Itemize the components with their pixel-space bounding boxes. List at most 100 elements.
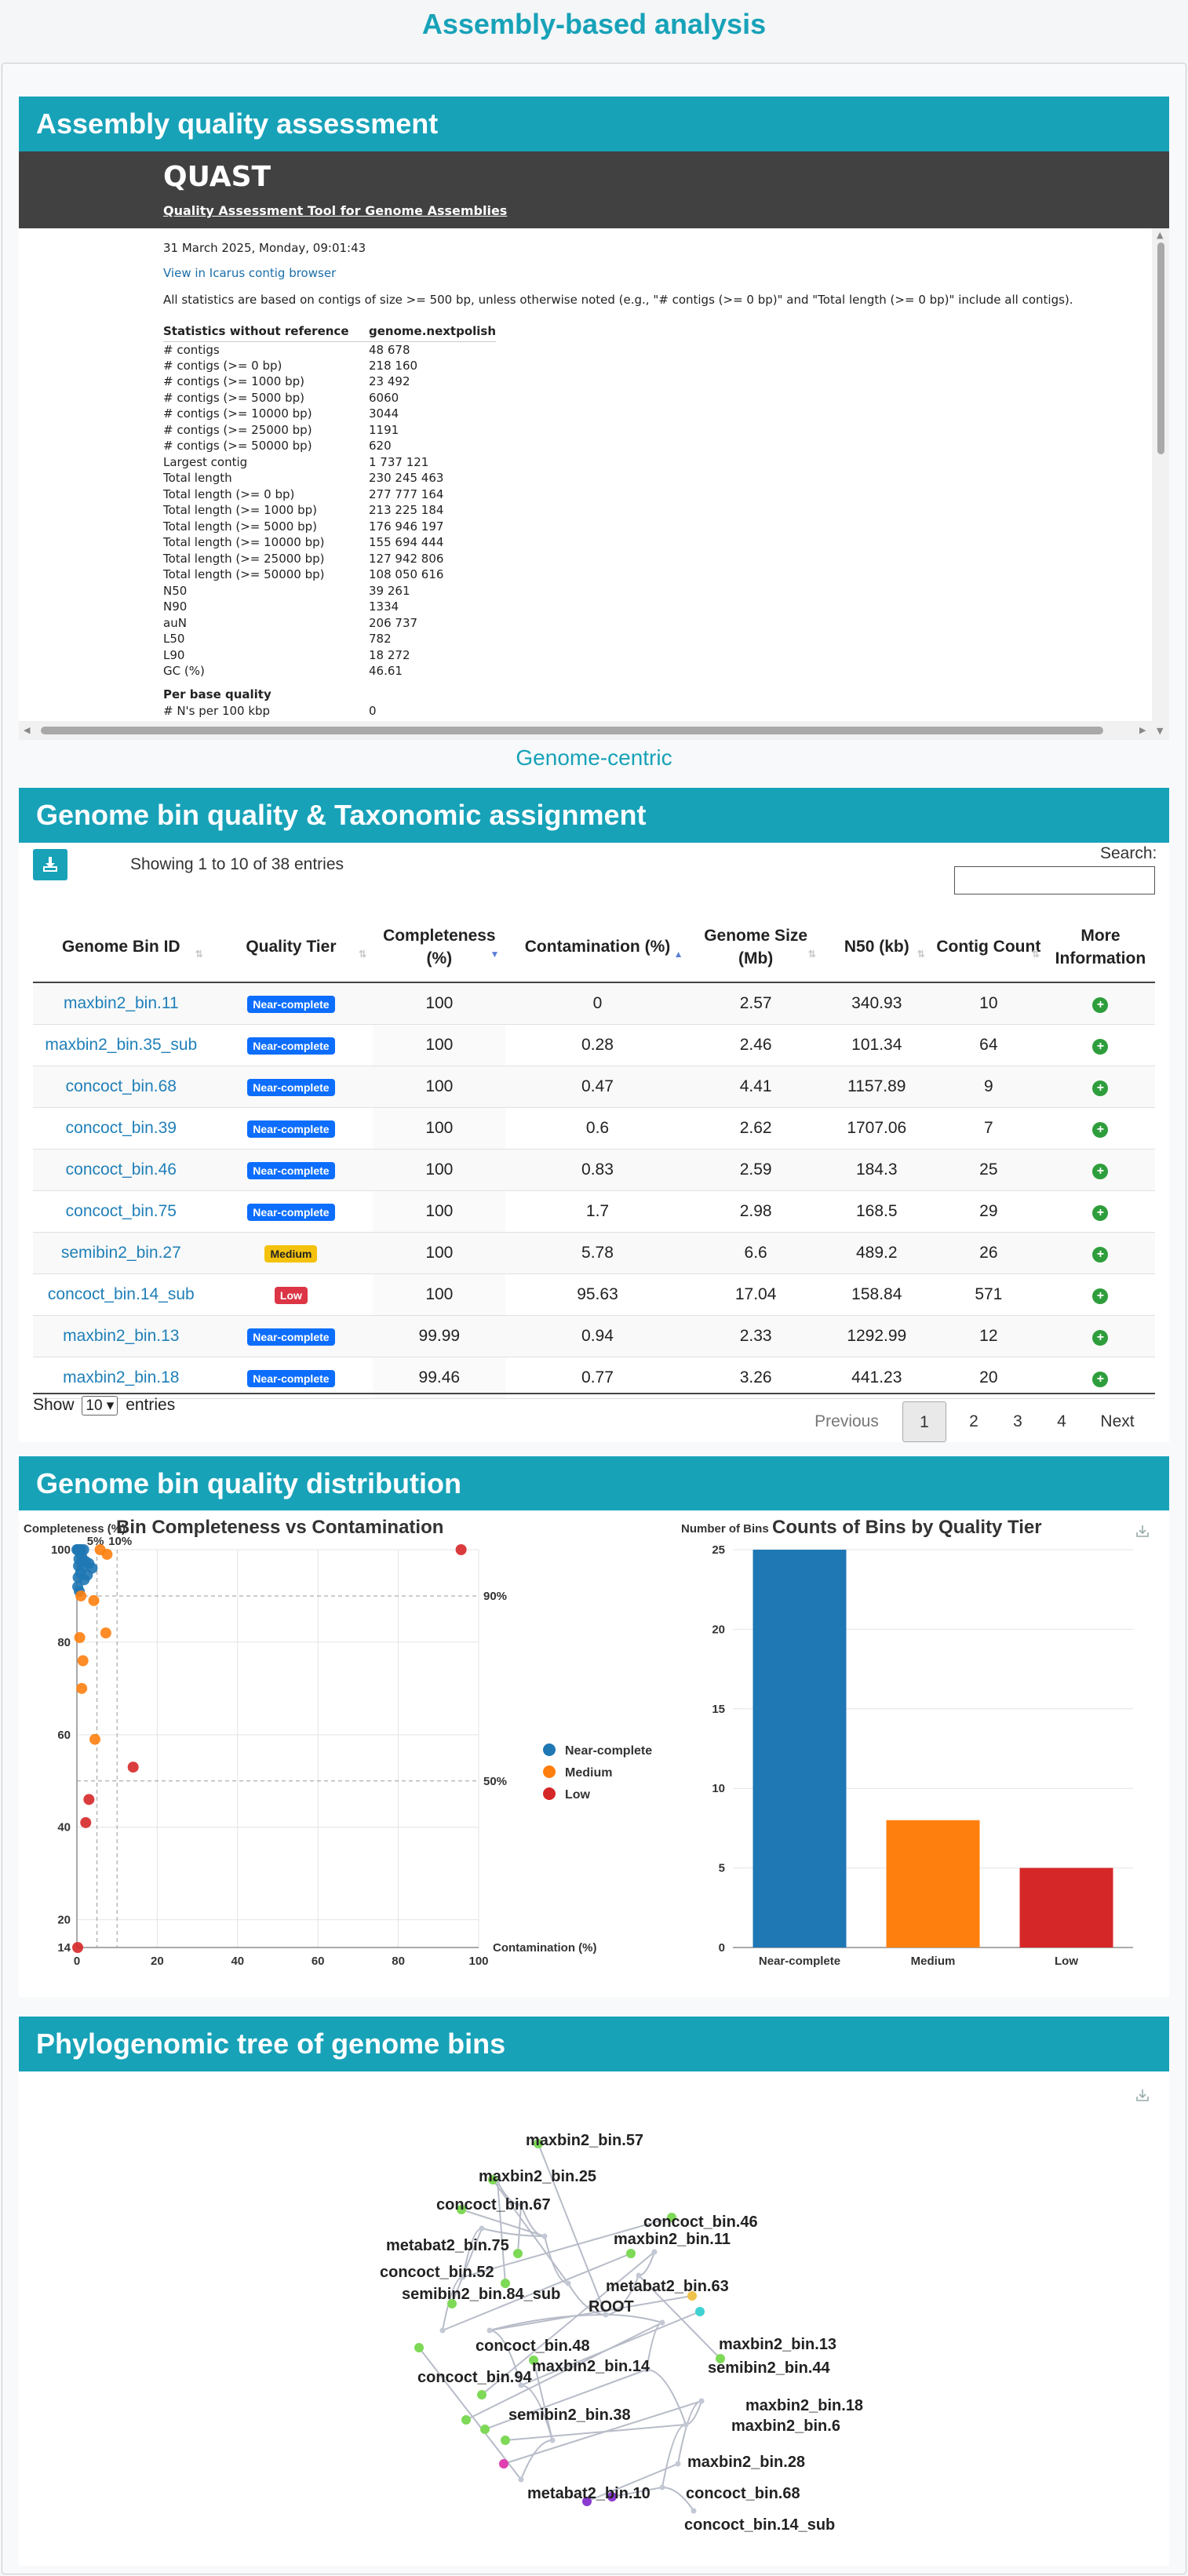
stats-row: Total length 230 245 463 [163, 470, 496, 486]
scatter-point [76, 1682, 88, 1694]
n50-cell: 184.3 [822, 1149, 931, 1191]
expand-plus-icon[interactable]: + [1092, 1121, 1109, 1138]
icarus-link[interactable]: View in Icarus contig browser [163, 266, 337, 280]
column-header-label: Contamination (%) [524, 938, 671, 956]
expand-plus-icon[interactable]: + [1092, 1080, 1109, 1096]
reference-label: 10% [108, 1535, 132, 1548]
column-header[interactable]: Completeness (%) ▼ [373, 912, 506, 983]
y-tick-label: 0 [719, 1941, 725, 1955]
x-tick-label: 100 [468, 1955, 488, 1968]
more-info-cell: + [1045, 982, 1155, 1025]
stats-header-value: genome.nextpolish [369, 321, 497, 342]
tree-leaf-node [447, 2299, 457, 2308]
column-header[interactable]: Genome Bin ID ⇅ [33, 912, 210, 983]
tree-branch [484, 2369, 647, 2430]
stats-key: # contigs (>= 5000 bp) [163, 390, 305, 405]
bin-id-cell: maxbin2_bin.18 [33, 1357, 210, 1399]
bin-id-link[interactable]: concoct_bin.68 [65, 1077, 177, 1095]
sort-icon: ⇅ [195, 949, 203, 960]
bin-id-link[interactable]: maxbin2_bin.18 [63, 1368, 180, 1386]
tree-inner-node [659, 2484, 665, 2490]
bin-id-link[interactable]: concoct_bin.39 [65, 1118, 177, 1137]
column-header[interactable]: N50 (kb) ⇅ [822, 912, 931, 983]
column-header[interactable]: Contig Count ⇅ [931, 912, 1046, 983]
legend-marker [543, 1787, 556, 1800]
bin-id-link[interactable]: concoct_bin.14_sub [47, 1284, 195, 1303]
horizontal-scrollbar[interactable]: ◀ ▶ [19, 721, 1152, 740]
vertical-scrollbar[interactable]: ▲ ▼ [1152, 228, 1169, 740]
quast-subtitle[interactable]: Quality Assessment Tool for Genome Assem… [163, 203, 508, 218]
y-axis-label: Number of Bins [681, 1522, 769, 1536]
tree-download-icon[interactable] [1135, 2087, 1150, 2103]
tree-inner-node [643, 2366, 650, 2373]
column-header[interactable]: More Information [1045, 912, 1155, 983]
vertical-scroll-thumb[interactable] [1157, 242, 1164, 454]
scroll-up-icon[interactable]: ▲ [1157, 230, 1164, 240]
scatter-point [83, 1794, 95, 1805]
y-tick-label: 14 [57, 1941, 71, 1955]
stats-row: Total length (>= 10000 bp) 155 694 444 [163, 534, 496, 551]
more-info-cell: + [1045, 1357, 1155, 1399]
expand-plus-icon[interactable]: + [1092, 1371, 1109, 1387]
stats-value: 23 492 [369, 374, 410, 389]
tree-branch [461, 2209, 545, 2237]
tier-badge: Near-complete [247, 995, 335, 1013]
tree-inner-node [659, 2319, 665, 2326]
expand-plus-icon[interactable]: + [1092, 1204, 1109, 1221]
bin-id-link[interactable]: concoct_bin.75 [65, 1201, 177, 1220]
tree-branch [538, 2143, 607, 2315]
scroll-left-icon[interactable]: ◀ [24, 725, 31, 735]
download-button[interactable] [33, 849, 67, 880]
column-header[interactable]: Genome Size (Mb) ⇅ [689, 912, 822, 983]
tree-branch [611, 2487, 663, 2498]
expand-plus-icon[interactable]: + [1092, 1329, 1109, 1346]
previous-page-button[interactable]: Previous [814, 1412, 879, 1430]
tier-badge: Low [274, 1286, 308, 1304]
next-page-button[interactable]: Next [1100, 1412, 1135, 1430]
table-row: concoct_bin.68 Near-complete 100 0.47 4.41 11… [33, 1066, 1155, 1108]
quast-stats-table: Statistics without reference genome.next… [163, 321, 497, 735]
horizontal-scroll-thumb[interactable] [41, 727, 1103, 734]
scatter-chart: 5% 10%90%50%0 20 40 60 80 1001420406080100Comp… [24, 1522, 652, 1968]
page-1-button[interactable]: 1 [902, 1401, 946, 1442]
completeness-cell: 100 [373, 1149, 506, 1191]
stats-row: Total length (>= 0 bp) 277 777 164 [163, 486, 496, 503]
sort-icon: ⇅ [359, 949, 367, 960]
table-row: semibin2_bin.27 Medium 100 5.78 6.6 489.2 26 + [33, 1232, 1155, 1274]
stats-key: Total length (>= 25000 bp) [163, 551, 325, 566]
tree-branch [489, 2295, 693, 2331]
tier-cell: Near-complete [209, 1107, 374, 1150]
column-header[interactable]: Quality Tier ⇅ [209, 912, 374, 983]
tree-panel: maxbin2_bin.57 maxbin2_bin.25 concoct_bin.… [19, 2071, 1169, 2566]
table-row: concoct_bin.39 Near-complete 100 0.6 2.62 170… [33, 1107, 1155, 1150]
page-length-select[interactable]: 10 ▾ [82, 1396, 118, 1416]
expand-plus-icon[interactable]: + [1092, 1288, 1109, 1304]
bin-id-link[interactable]: maxbin2_bin.35_sub [45, 1035, 198, 1054]
scatter-point [100, 1627, 111, 1639]
completeness-cell: 99.46 [373, 1357, 506, 1399]
page-2-button[interactable]: 2 [969, 1412, 978, 1430]
expand-plus-icon[interactable]: + [1092, 997, 1109, 1013]
distribution-section-header: Genome bin quality distribution [19, 1456, 1169, 1511]
page-3-button[interactable]: 3 [1013, 1412, 1022, 1430]
expand-plus-icon[interactable]: + [1092, 1038, 1109, 1055]
tree-branch [646, 2369, 687, 2425]
column-header[interactable]: Contamination (%) ▲ [505, 912, 690, 983]
scatter-point [88, 1594, 100, 1606]
bin-id-link[interactable]: semibin2_bin.27 [60, 1243, 181, 1262]
scroll-right-icon[interactable]: ▶ [1139, 725, 1146, 735]
expand-plus-icon[interactable]: + [1092, 1163, 1109, 1179]
tree-branch [465, 2322, 663, 2421]
search-input[interactable] [954, 866, 1155, 894]
bin-id-link[interactable]: concoct_bin.46 [65, 1160, 177, 1179]
bin-id-link[interactable]: maxbin2_bin.11 [63, 993, 179, 1012]
scroll-down-icon[interactable]: ▼ [1157, 726, 1164, 736]
page-4-button[interactable]: 4 [1057, 1412, 1066, 1430]
tree-branch [503, 2400, 702, 2465]
chart-download-icon[interactable] [1135, 1523, 1150, 1539]
tree-leaf-node [480, 2425, 490, 2434]
bin-id-link[interactable]: maxbin2_bin.13 [63, 1326, 180, 1345]
expand-plus-icon[interactable]: + [1092, 1246, 1109, 1262]
stats-value: 48 678 [369, 342, 410, 357]
sort-icon: ⇅ [807, 949, 816, 960]
